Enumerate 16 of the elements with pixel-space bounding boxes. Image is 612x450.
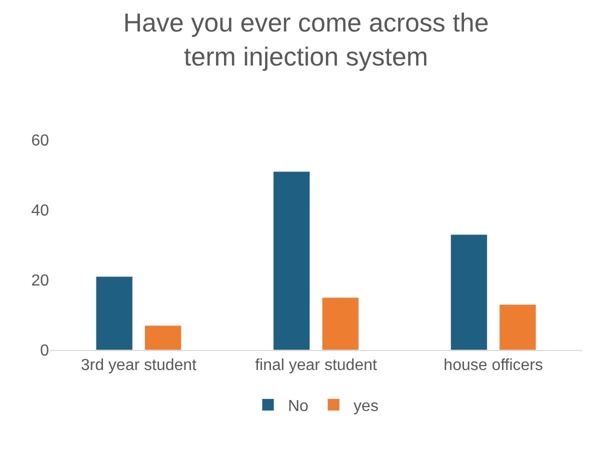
y-tick-label: 20 (31, 272, 50, 290)
legend-label: No (288, 398, 309, 415)
x-tick-label: final year student (255, 357, 378, 374)
bar (144, 325, 182, 350)
x-tick-label: house officers (444, 357, 543, 374)
bar (450, 234, 488, 350)
y-tick-label: 60 (31, 132, 50, 150)
bar (322, 297, 359, 350)
legend-label: yes (354, 398, 378, 415)
y-tick-label: 0 (40, 342, 50, 360)
bar (499, 304, 536, 350)
y-tick-label: 40 (31, 202, 50, 220)
bar (96, 276, 133, 350)
bar (273, 171, 310, 350)
x-tick-label: 3rd year student (80, 357, 198, 374)
chart-title: Have you ever come across the term injection system (123, 8, 489, 72)
